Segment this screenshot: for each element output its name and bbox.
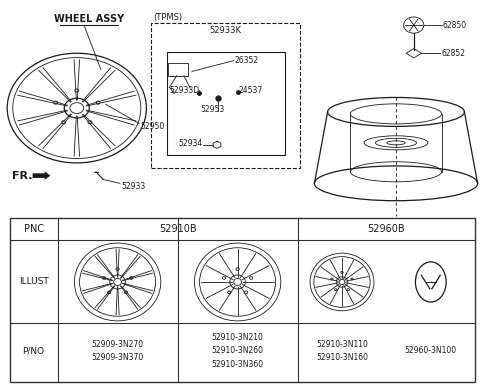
Bar: [10, 218, 475, 382]
Text: WHEEL ASSY: WHEEL ASSY: [54, 14, 124, 24]
Text: 52953: 52953: [201, 105, 225, 114]
Text: 52960B: 52960B: [368, 224, 405, 234]
Bar: [168, 63, 188, 76]
Text: ILLUST: ILLUST: [19, 278, 48, 286]
Text: 52933K: 52933K: [210, 26, 241, 35]
Text: 52909-3N270
52909-3N370: 52909-3N270 52909-3N370: [92, 340, 144, 362]
Text: 62852: 62852: [441, 49, 465, 58]
Text: 62850: 62850: [443, 20, 467, 30]
Text: FR.: FR.: [12, 171, 33, 181]
Text: 52960-3N100: 52960-3N100: [405, 346, 457, 356]
Text: 52910B: 52910B: [159, 224, 196, 234]
Text: (TPMS): (TPMS): [154, 13, 183, 22]
Text: 52910-3N110
52910-3N160: 52910-3N110 52910-3N160: [316, 340, 368, 362]
Text: 52933: 52933: [121, 181, 145, 191]
Text: 52933D: 52933D: [169, 86, 199, 95]
Text: 52934: 52934: [179, 139, 203, 148]
Text: 52950: 52950: [140, 122, 165, 131]
Text: 52910-3N210
52910-3N260
52910-3N360: 52910-3N210 52910-3N260 52910-3N360: [212, 333, 264, 369]
FancyArrow shape: [33, 171, 50, 180]
Bar: [167, 52, 285, 155]
Text: 24537: 24537: [239, 86, 263, 95]
Text: 26352: 26352: [234, 56, 258, 64]
Text: PNC: PNC: [24, 224, 44, 234]
Bar: [151, 23, 300, 168]
Text: P/NO: P/NO: [23, 346, 45, 356]
